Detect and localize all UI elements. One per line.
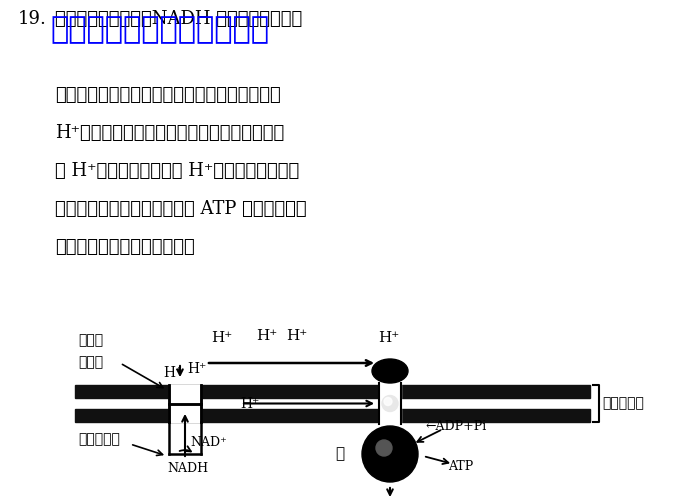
Text: H⁺: H⁺ <box>240 397 260 410</box>
Text: ATP: ATP <box>448 460 473 473</box>
Text: 中 H⁺浓度提高，大部分 H⁺通过特殊的结构①: 中 H⁺浓度提高，大部分 H⁺通过特殊的结构① <box>55 162 300 180</box>
Text: 线粒体基质: 线粒体基质 <box>78 432 120 446</box>
Text: H⁺: H⁺ <box>378 331 399 345</box>
Text: 的高能电子传递给质子泵，后者利用这一能量将: 的高能电子传递给质子泵，后者利用这一能量将 <box>55 86 281 104</box>
Bar <box>75 409 590 422</box>
Bar <box>379 383 401 424</box>
Text: 膜间隙: 膜间隙 <box>78 333 103 347</box>
Bar <box>75 385 590 398</box>
Ellipse shape <box>372 359 408 383</box>
Text: 回流至线粒体基质，同时驱动 ATP 合成（如图所: 回流至线粒体基质，同时驱动 ATP 合成（如图所 <box>55 200 307 218</box>
Text: H⁺: H⁺ <box>256 329 277 343</box>
Ellipse shape <box>382 396 398 411</box>
Text: NADH: NADH <box>167 462 208 475</box>
Text: ①: ① <box>335 447 344 461</box>
Text: H⁺: H⁺ <box>211 331 232 345</box>
Text: 示）。下列有关叙述错误的是: 示）。下列有关叙述错误的是 <box>55 238 195 256</box>
Circle shape <box>362 426 418 482</box>
Text: H⁺泵到线粒体基质外，使得线粒体内外膜间隙: H⁺泵到线粒体基质外，使得线粒体内外膜间隙 <box>55 124 284 142</box>
Circle shape <box>376 440 392 456</box>
Ellipse shape <box>384 398 392 406</box>
Bar <box>169 385 201 422</box>
Text: 19.: 19. <box>18 10 47 28</box>
Text: 有氧呼吸第三阶段，NADH 将有机物降解得到: 有氧呼吸第三阶段，NADH 将有机物降解得到 <box>55 10 302 28</box>
Text: 线粒体内膜: 线粒体内膜 <box>602 397 644 410</box>
Text: NAD⁺: NAD⁺ <box>190 436 227 449</box>
Text: 微信公众号关注：题找答案: 微信公众号关注：题找答案 <box>50 14 269 45</box>
Text: H⁺: H⁺ <box>286 329 307 343</box>
Text: 质子泵: 质子泵 <box>78 355 103 369</box>
Text: ←ADP+Pi: ←ADP+Pi <box>426 419 487 432</box>
Text: H⁺: H⁺ <box>187 362 206 376</box>
Text: H⁺: H⁺ <box>163 366 183 380</box>
